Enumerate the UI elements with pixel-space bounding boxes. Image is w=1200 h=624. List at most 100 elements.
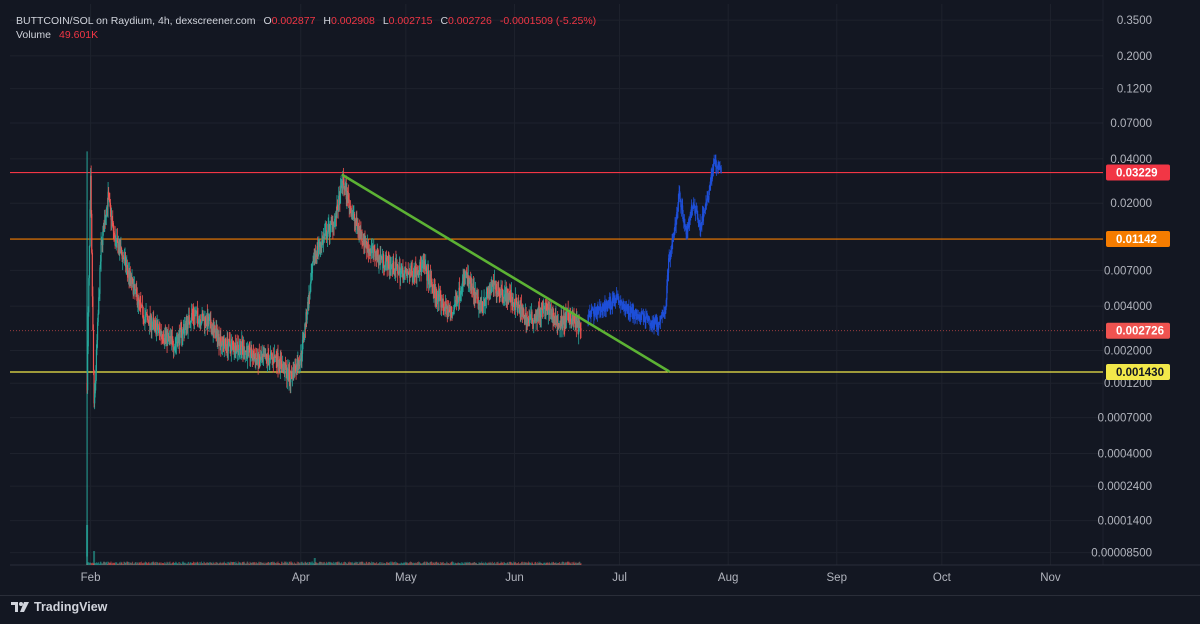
candle	[227, 339, 229, 352]
volume-bar	[537, 563, 539, 565]
volume-bar	[125, 562, 127, 565]
volume-bar	[292, 562, 294, 565]
volume-bar	[495, 563, 497, 565]
candle	[247, 347, 249, 349]
price-axis[interactable]: 0.3500 0.2000 0.1200 0.07000 0.04000 0.02000 0…	[1091, 15, 1170, 560]
candle	[456, 299, 458, 307]
candle	[578, 322, 580, 334]
candle	[328, 224, 330, 234]
volume-bar	[365, 563, 367, 565]
volume-bar	[516, 563, 518, 565]
volume-bar	[419, 562, 421, 565]
candle	[141, 305, 144, 307]
volume-bar	[470, 562, 472, 565]
volume-bar	[396, 562, 398, 565]
candle	[268, 360, 270, 364]
projection-candle	[684, 226, 687, 230]
projection-candle	[717, 166, 719, 169]
volume-bar	[485, 563, 487, 565]
volume-bar	[130, 563, 132, 565]
candle	[217, 336, 219, 342]
volume-bar	[121, 562, 123, 565]
candle	[373, 245, 375, 253]
tradingview-brand[interactable]: TradingView	[10, 600, 107, 614]
volume-bar	[490, 562, 492, 565]
price-chart-svg[interactable]: 0.3500 0.2000 0.1200 0.07000 0.04000 0.02000 0…	[0, 0, 1200, 595]
candle	[550, 308, 552, 320]
volume-bar	[239, 562, 241, 565]
candle	[513, 302, 516, 306]
volume-bar	[533, 563, 535, 565]
candle	[152, 319, 154, 325]
volume-bar	[128, 563, 130, 565]
volume-bar	[480, 562, 482, 565]
volume-bar	[561, 561, 563, 565]
projection-candle	[682, 214, 684, 222]
projection-candle	[603, 302, 605, 310]
volume-bar	[473, 562, 475, 565]
volume-bar	[306, 562, 308, 565]
volume-bar	[255, 563, 257, 565]
candle	[317, 249, 319, 253]
volume-bar	[111, 563, 113, 565]
volume-bar	[411, 562, 413, 565]
symbol-info[interactable]: BUTTCOIN/SOL on Raydium, 4h, dexscreener…	[16, 15, 256, 27]
volume-bar	[249, 561, 251, 565]
candle	[153, 319, 155, 321]
candle	[253, 357, 255, 361]
volume-bar	[230, 561, 232, 565]
volume-bar	[387, 562, 389, 565]
volume-bar	[132, 561, 134, 565]
candle	[557, 315, 559, 329]
candle	[408, 273, 410, 275]
volume-bar	[168, 562, 170, 565]
volume-bar	[109, 562, 111, 565]
candle	[155, 327, 158, 335]
volume-bar	[348, 562, 350, 565]
projection-candle	[720, 167, 722, 174]
volume-bar	[150, 562, 152, 565]
volume-bar	[380, 563, 382, 565]
candle	[387, 257, 389, 271]
candle	[543, 308, 545, 312]
volume-bar	[446, 561, 448, 565]
volume-label[interactable]: Volume	[16, 29, 52, 41]
candle	[177, 336, 179, 347]
volume-bar	[328, 561, 330, 565]
candle	[407, 270, 409, 274]
volume-bar	[234, 563, 236, 565]
volume-bar	[484, 563, 486, 565]
volume-bar	[219, 562, 221, 565]
candle	[311, 273, 313, 274]
projection-candle	[699, 220, 701, 231]
volume-bar	[170, 563, 172, 565]
volume-bar	[464, 562, 466, 565]
candle	[471, 283, 473, 288]
volume-bar	[579, 561, 581, 565]
volume-bar	[432, 562, 434, 565]
projection-candle	[634, 310, 636, 316]
candle	[321, 240, 323, 248]
projection-candle	[661, 315, 663, 319]
time-axis[interactable]: Feb Apr May Jun Jul Aug Sep Oct Nov	[81, 572, 1061, 584]
volume-bar	[115, 562, 117, 565]
volume-bar	[366, 563, 368, 565]
projection-candle	[718, 165, 720, 167]
volume-bar	[547, 562, 549, 565]
candle	[311, 264, 314, 274]
volume-bar	[564, 563, 566, 565]
candle	[460, 293, 462, 295]
candle	[340, 185, 342, 188]
candle	[269, 355, 271, 361]
volume-bar	[106, 561, 108, 565]
candle	[107, 191, 109, 207]
volume-bar	[449, 562, 451, 565]
volume-bar	[354, 561, 356, 565]
volume-bar	[501, 562, 503, 565]
candle	[252, 350, 255, 361]
candle	[151, 327, 153, 330]
volume-bar	[536, 562, 538, 565]
volume-bar	[537, 563, 539, 565]
volume-bar	[385, 563, 387, 565]
